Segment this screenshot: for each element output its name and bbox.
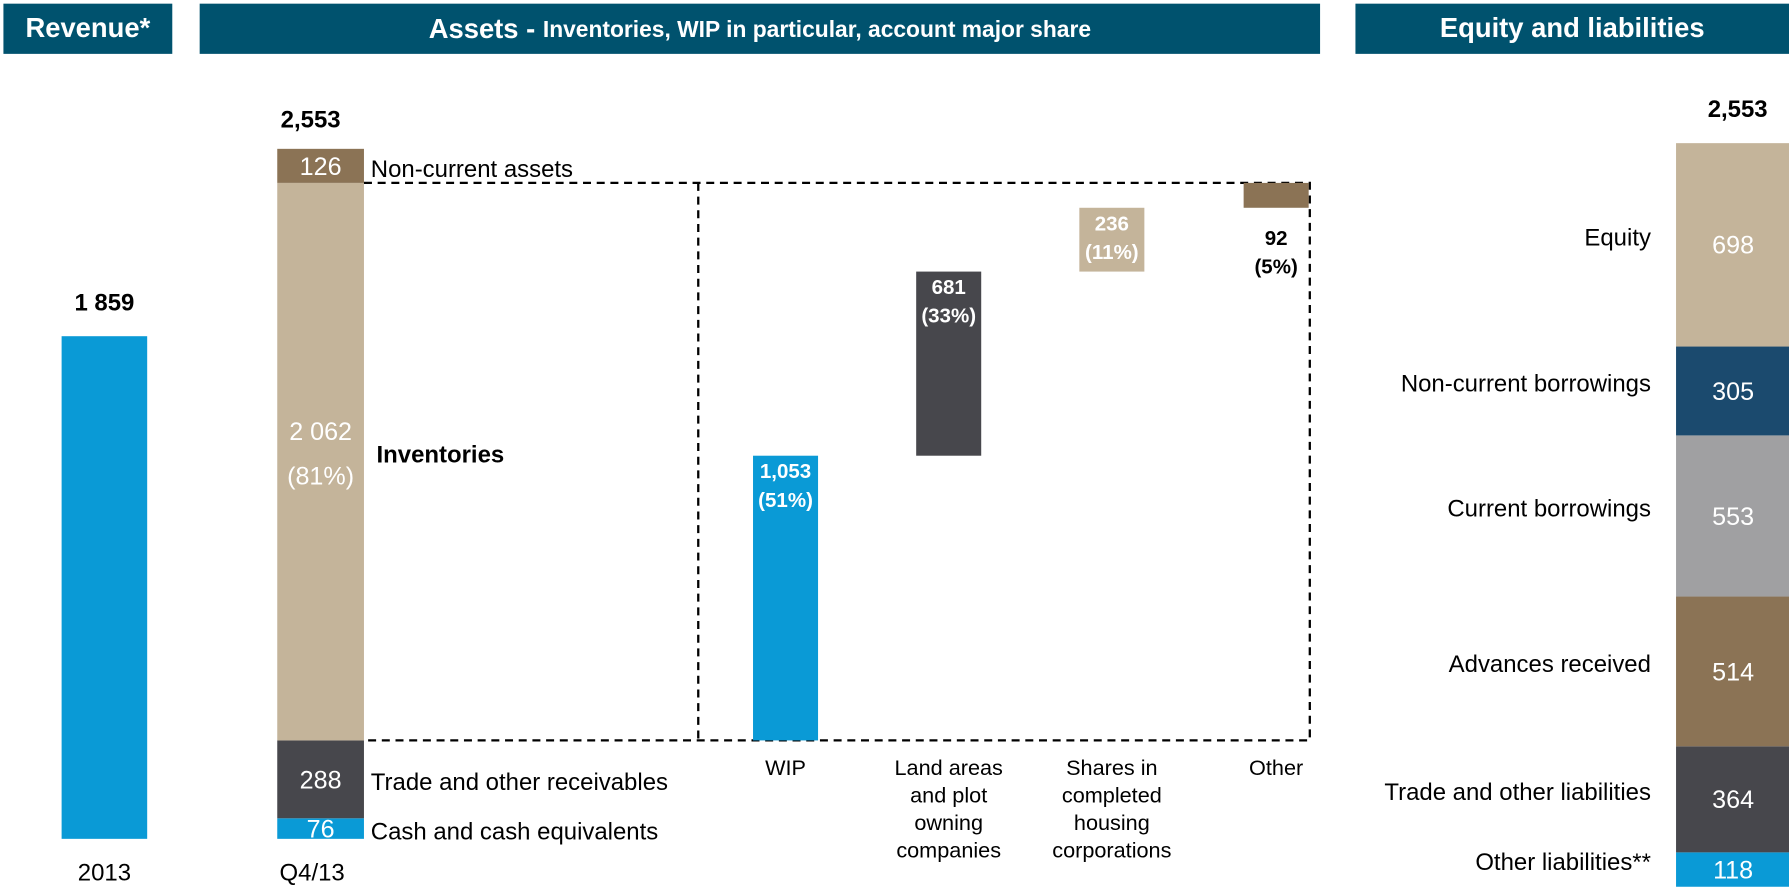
breakdown-category: WIP xyxy=(765,755,806,780)
segment xyxy=(1676,596,1789,747)
breakdown-bar xyxy=(916,271,982,456)
breakdown-percent: (11%) xyxy=(1085,241,1139,264)
segment xyxy=(1676,435,1789,597)
breakdown-bar xyxy=(1243,182,1309,208)
segment-value: 305 xyxy=(1712,378,1754,406)
breakdown-bar xyxy=(753,455,819,741)
segment-name: Inventories xyxy=(377,441,505,468)
segment-name: Cash and cash equivalents xyxy=(371,818,658,845)
segment-name: Trade and other liabilities xyxy=(1384,779,1651,806)
segment-value: 2 062 xyxy=(289,418,352,446)
segment-name: Advances received xyxy=(1449,651,1651,678)
breakdown-category: Shares in completed housing corporations xyxy=(1052,755,1171,862)
segment-value: 698 xyxy=(1712,232,1754,260)
breakdown-percent: (5%) xyxy=(1254,256,1297,279)
panel-subtitle: Inventories, WIP in particular, account … xyxy=(543,16,1091,42)
segment xyxy=(277,148,364,183)
value-label: 1 859 xyxy=(74,290,134,317)
segment xyxy=(277,818,364,839)
segment xyxy=(277,740,364,819)
segment xyxy=(1676,746,1789,853)
segment xyxy=(1676,852,1789,887)
panel-title: Equity and liabilities xyxy=(1440,12,1705,43)
segment-value: 118 xyxy=(1713,856,1753,884)
segment-name: Other liabilities** xyxy=(1475,849,1651,876)
header-bar xyxy=(1355,3,1789,54)
segment-value: 553 xyxy=(1712,503,1754,531)
segment-percent: (81%) xyxy=(287,462,354,490)
breakdown-value: 236 xyxy=(1095,212,1129,235)
segment-value: 514 xyxy=(1712,658,1754,686)
panel-title: Assets - Inventories, WIP in particular,… xyxy=(429,13,1091,44)
segment xyxy=(1676,346,1789,436)
segment-value: 364 xyxy=(1712,786,1754,814)
segment-name: Non-current borrowings xyxy=(1401,371,1651,398)
total-label: 2,553 xyxy=(281,107,341,134)
segment-value: 288 xyxy=(300,766,342,794)
breakdown-value: 92 xyxy=(1265,227,1288,250)
breakdown-bar xyxy=(1079,207,1145,272)
segment xyxy=(1676,143,1789,347)
breakdown-category: Other xyxy=(1249,755,1303,780)
segment-name: Equity xyxy=(1584,224,1651,251)
breakdown-value: 681 xyxy=(932,276,966,299)
x-tick-label: Q4/13 xyxy=(280,860,345,887)
panel-title-main: Assets - xyxy=(429,13,536,44)
segment-name: Non-current assets xyxy=(371,156,573,183)
breakdown-percent: (33%) xyxy=(921,305,976,328)
breakdown-value: 1,053 xyxy=(760,460,811,483)
segment-name: Trade and other receivables xyxy=(371,769,668,796)
segment xyxy=(277,182,364,741)
dashed-outline xyxy=(363,181,1311,742)
segment-value: 126 xyxy=(300,153,342,181)
breakdown-percent: (51%) xyxy=(758,489,813,512)
panel-title: Revenue* xyxy=(25,12,150,43)
total-label: 2,553 xyxy=(1708,96,1768,123)
bar xyxy=(61,336,148,839)
header-bar xyxy=(199,3,1321,54)
x-tick-label: 2013 xyxy=(78,860,131,887)
breakdown-category: Land areas and plot owning companies xyxy=(895,755,1004,862)
header-bar xyxy=(3,3,173,54)
segment-value: 76 xyxy=(307,815,335,843)
segment-name: Current borrowings xyxy=(1447,496,1651,523)
